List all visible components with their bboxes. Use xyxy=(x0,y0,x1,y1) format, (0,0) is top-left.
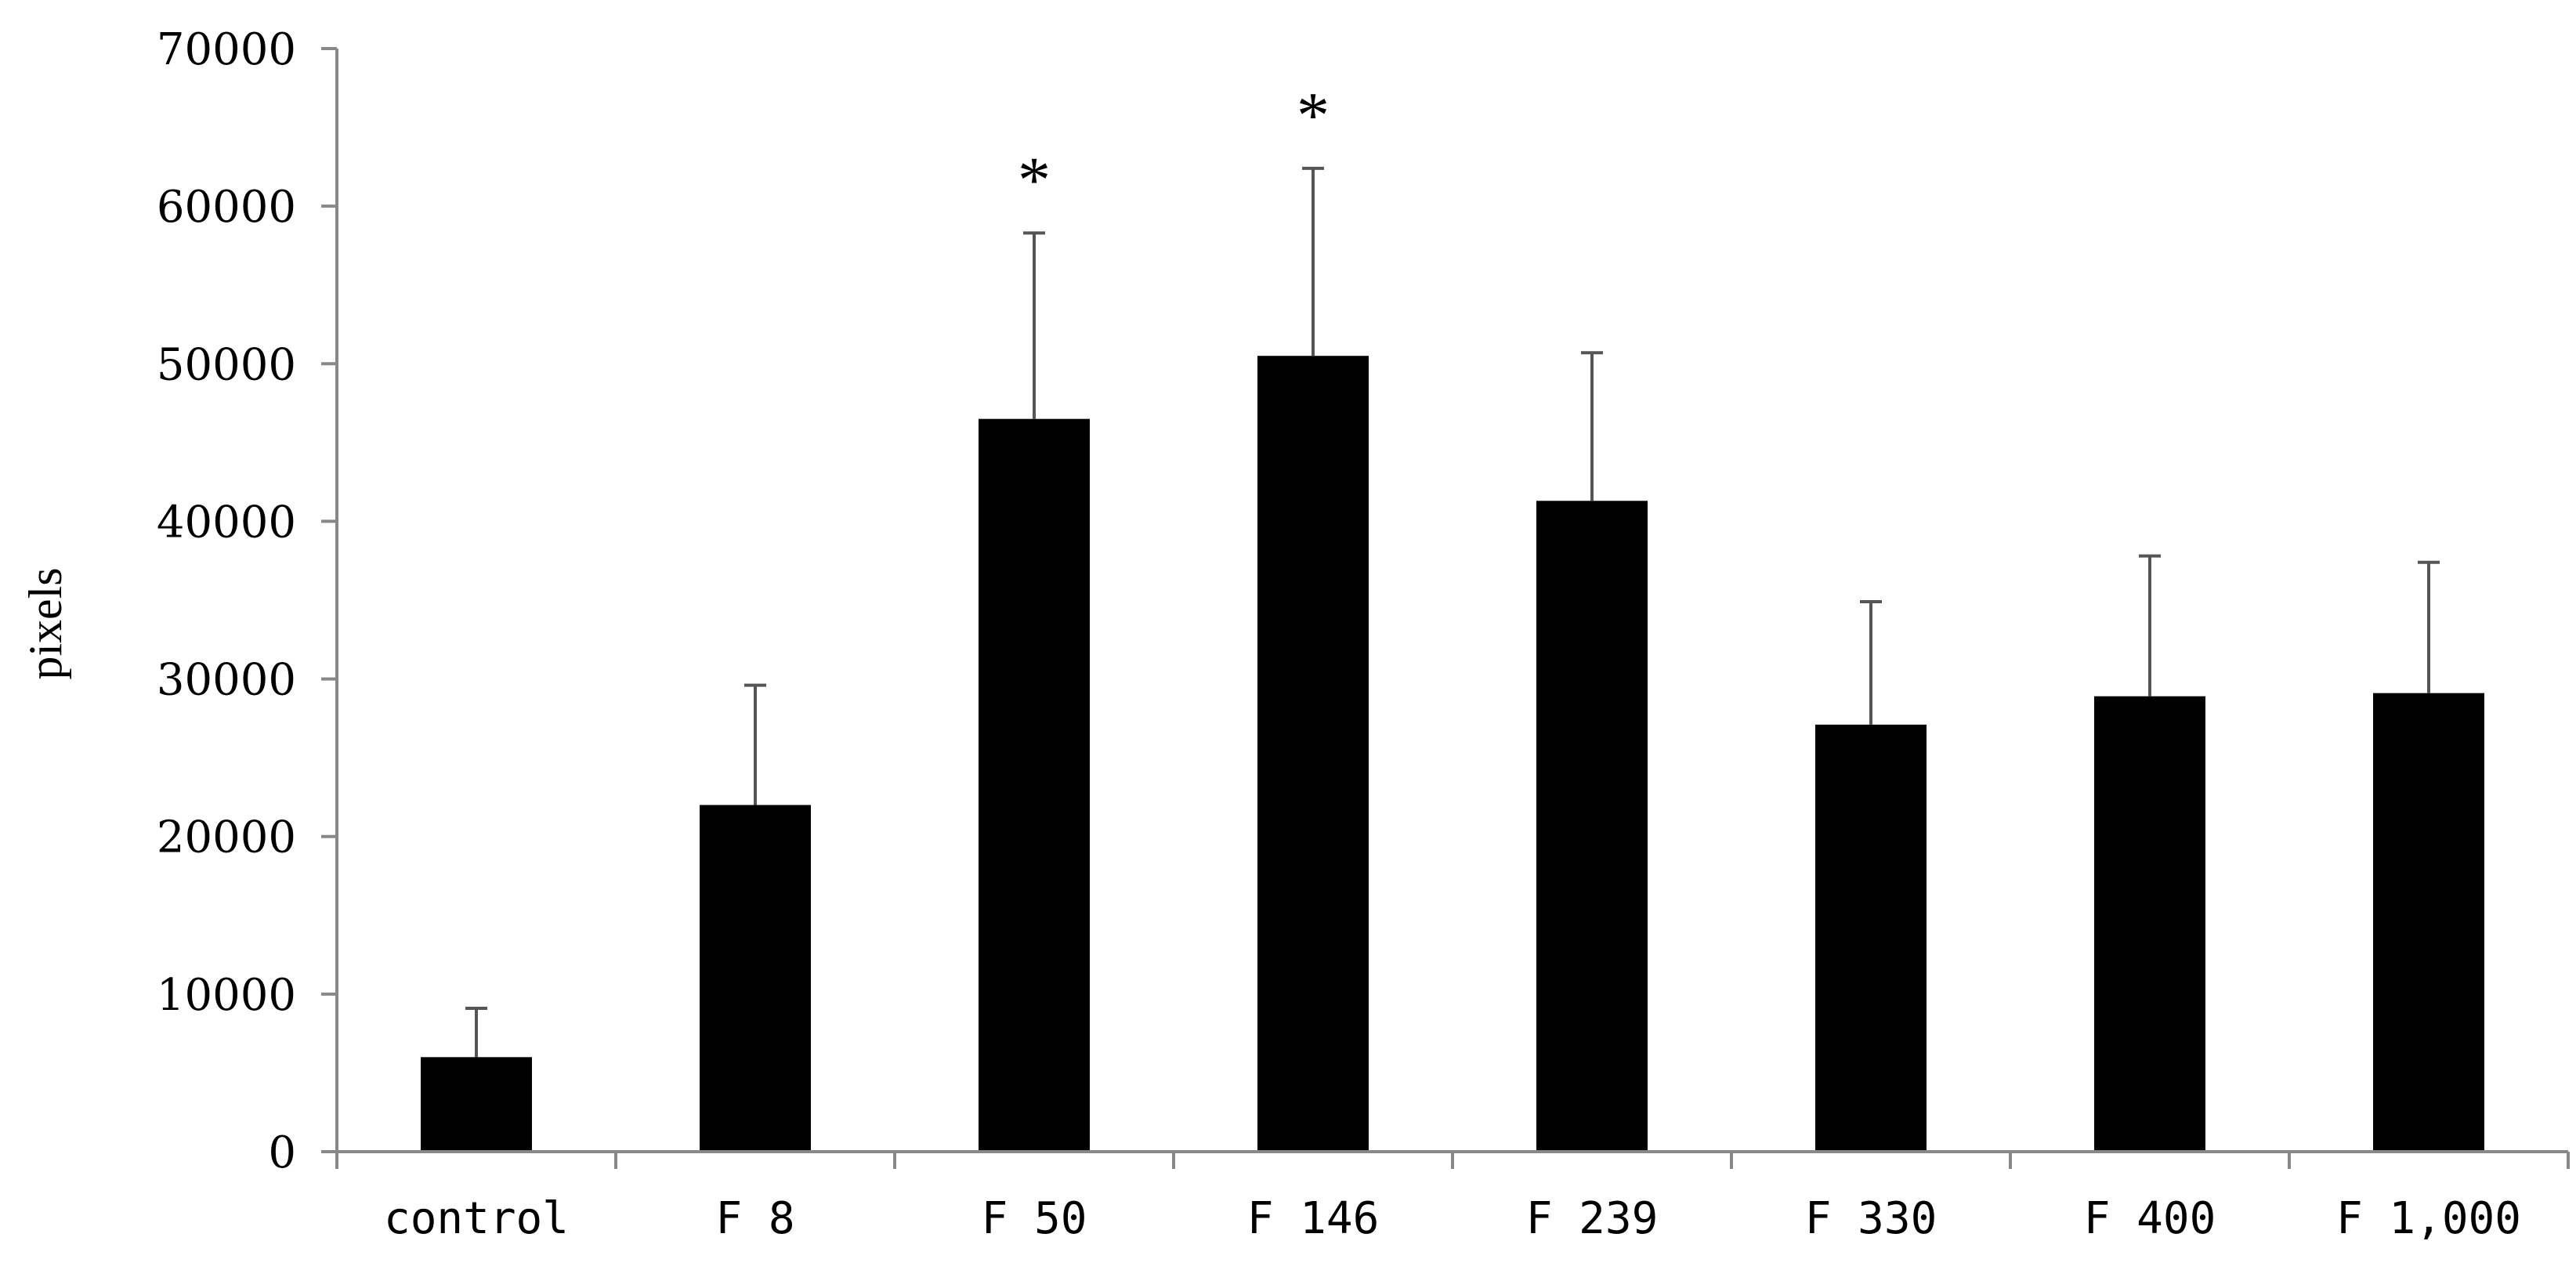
y-axis-label: pixels xyxy=(20,567,71,679)
bar xyxy=(2094,696,2205,1152)
bars xyxy=(421,356,2484,1152)
significance-star: * xyxy=(1018,143,1051,216)
x-tick-label: F 50 xyxy=(982,1193,1087,1244)
y-tick-label: 20000 xyxy=(157,812,296,863)
y-tick-label: 70000 xyxy=(157,24,296,75)
y-tick-label: 50000 xyxy=(157,339,296,390)
x-tick-label: F 8 xyxy=(715,1193,794,1244)
x-tick-label: F 146 xyxy=(1247,1193,1380,1244)
x-tick-label: control xyxy=(384,1193,569,1244)
bar xyxy=(1536,501,1648,1152)
x-tick-label: F 1,000 xyxy=(2336,1193,2521,1244)
error-bars xyxy=(465,166,2440,1058)
bar xyxy=(979,418,1090,1152)
y-tick-label: 30000 xyxy=(157,655,296,706)
x-axis-ticks: control F 8 F 50 F 146 F 239 F 330 F 400 F 1,00… xyxy=(335,1152,2570,1244)
x-tick-label: F 400 xyxy=(2084,1193,2216,1244)
bar xyxy=(1815,724,1927,1152)
bar xyxy=(1257,356,1369,1152)
x-tick-label: F 239 xyxy=(1526,1193,1659,1244)
bar xyxy=(421,1057,532,1152)
x-tick-label: F 330 xyxy=(1805,1193,1937,1244)
y-tick-label: 60000 xyxy=(157,182,296,233)
bar xyxy=(700,805,811,1152)
significance-markers: ** xyxy=(1018,79,1330,216)
y-tick-label: 40000 xyxy=(157,497,296,548)
bar xyxy=(2373,693,2484,1152)
y-axis-ticks: 0 10000 20000 30000 40000 50000 60000 70000 xyxy=(157,24,337,1178)
y-tick-label: 10000 xyxy=(157,970,296,1021)
significance-star: * xyxy=(1297,79,1330,152)
y-tick-label: 0 xyxy=(268,1127,296,1178)
